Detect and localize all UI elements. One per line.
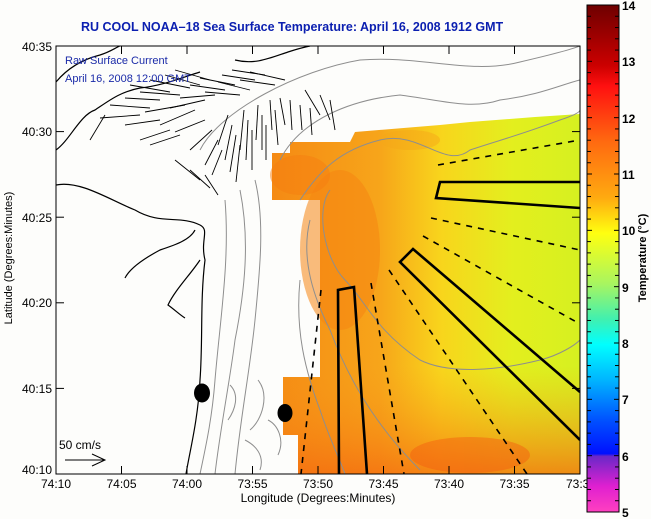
- x-tick-marks: [121, 46, 515, 474]
- sampling-boxes: [336, 180, 580, 474]
- station-dot-2: [277, 404, 293, 422]
- y-tick-label: 40:20: [22, 296, 52, 310]
- overlay-line-2: April 16, 2008 12:00 GMT: [65, 73, 191, 85]
- colorbar-tick-label: 8: [622, 337, 629, 351]
- x-tick-label: 73:40: [434, 477, 464, 491]
- x-tick-label: 74:10: [41, 477, 71, 491]
- y-tick-label: 40:35: [22, 40, 52, 54]
- y-tick-labels: 40:35 40:30 40:25 40:20 40:15 40:10: [22, 40, 52, 477]
- colorbar: [586, 4, 620, 513]
- x-tick-label: 73:3: [566, 477, 590, 491]
- colorbar-title: Temperature (°C): [637, 213, 649, 302]
- colorbar-tick-label: 13: [622, 55, 636, 69]
- scale-label: 50 cm/s: [59, 438, 101, 452]
- transect-lines: [300, 139, 580, 474]
- bathymetry-contours: [199, 46, 580, 474]
- y-tick-label: 40:30: [22, 125, 52, 139]
- sst-field: [270, 114, 580, 474]
- colorbar-tick-label: 7: [622, 393, 629, 407]
- colorbar-tick-label: 10: [622, 224, 636, 238]
- colorbar-tick-label: 12: [622, 112, 636, 126]
- scale-arrow-icon: [65, 453, 107, 467]
- x-tick-label: 73:35: [499, 477, 529, 491]
- x-tick-label: 73:50: [303, 477, 333, 491]
- x-tick-labels: 74:10 74:05 74:00 73:55 73:50 73:45 73:4…: [41, 477, 590, 491]
- colorbar-tick-marks: [587, 15, 619, 502]
- station-dot-1: [194, 383, 210, 403]
- y-axis-title: Latitude (Degrees:Minutes): [3, 192, 15, 325]
- colorbar-tick-label: 9: [622, 281, 629, 295]
- colorbar-tick-label: 14: [622, 0, 636, 13]
- y-tick-marks: [56, 131, 580, 389]
- x-tick-label: 73:55: [237, 477, 267, 491]
- y-tick-label: 40:10: [22, 463, 52, 477]
- colorbar-tick-label: 6: [622, 450, 629, 464]
- x-axis-title: Longitude (Degrees:Minutes): [241, 491, 396, 505]
- current-vectors: [89, 69, 336, 196]
- overlay-line-1: Raw Surface Current: [65, 55, 168, 67]
- x-tick-label: 74:05: [106, 477, 136, 491]
- x-tick-label: 73:45: [368, 477, 398, 491]
- colorbar-tick-label: 11: [622, 168, 635, 182]
- colorbar-tick-label: 5: [622, 506, 629, 519]
- title-text: RU COOL NOAA–18 Sea Surface Temperature:…: [81, 20, 504, 34]
- x-tick-label: 74:00: [172, 477, 202, 491]
- y-tick-label: 40:15: [22, 382, 52, 396]
- colorbar-tick-labels: 14 13 12 11 10 9 8 7 6 5: [622, 0, 636, 519]
- y-tick-label: 40:25: [22, 211, 52, 225]
